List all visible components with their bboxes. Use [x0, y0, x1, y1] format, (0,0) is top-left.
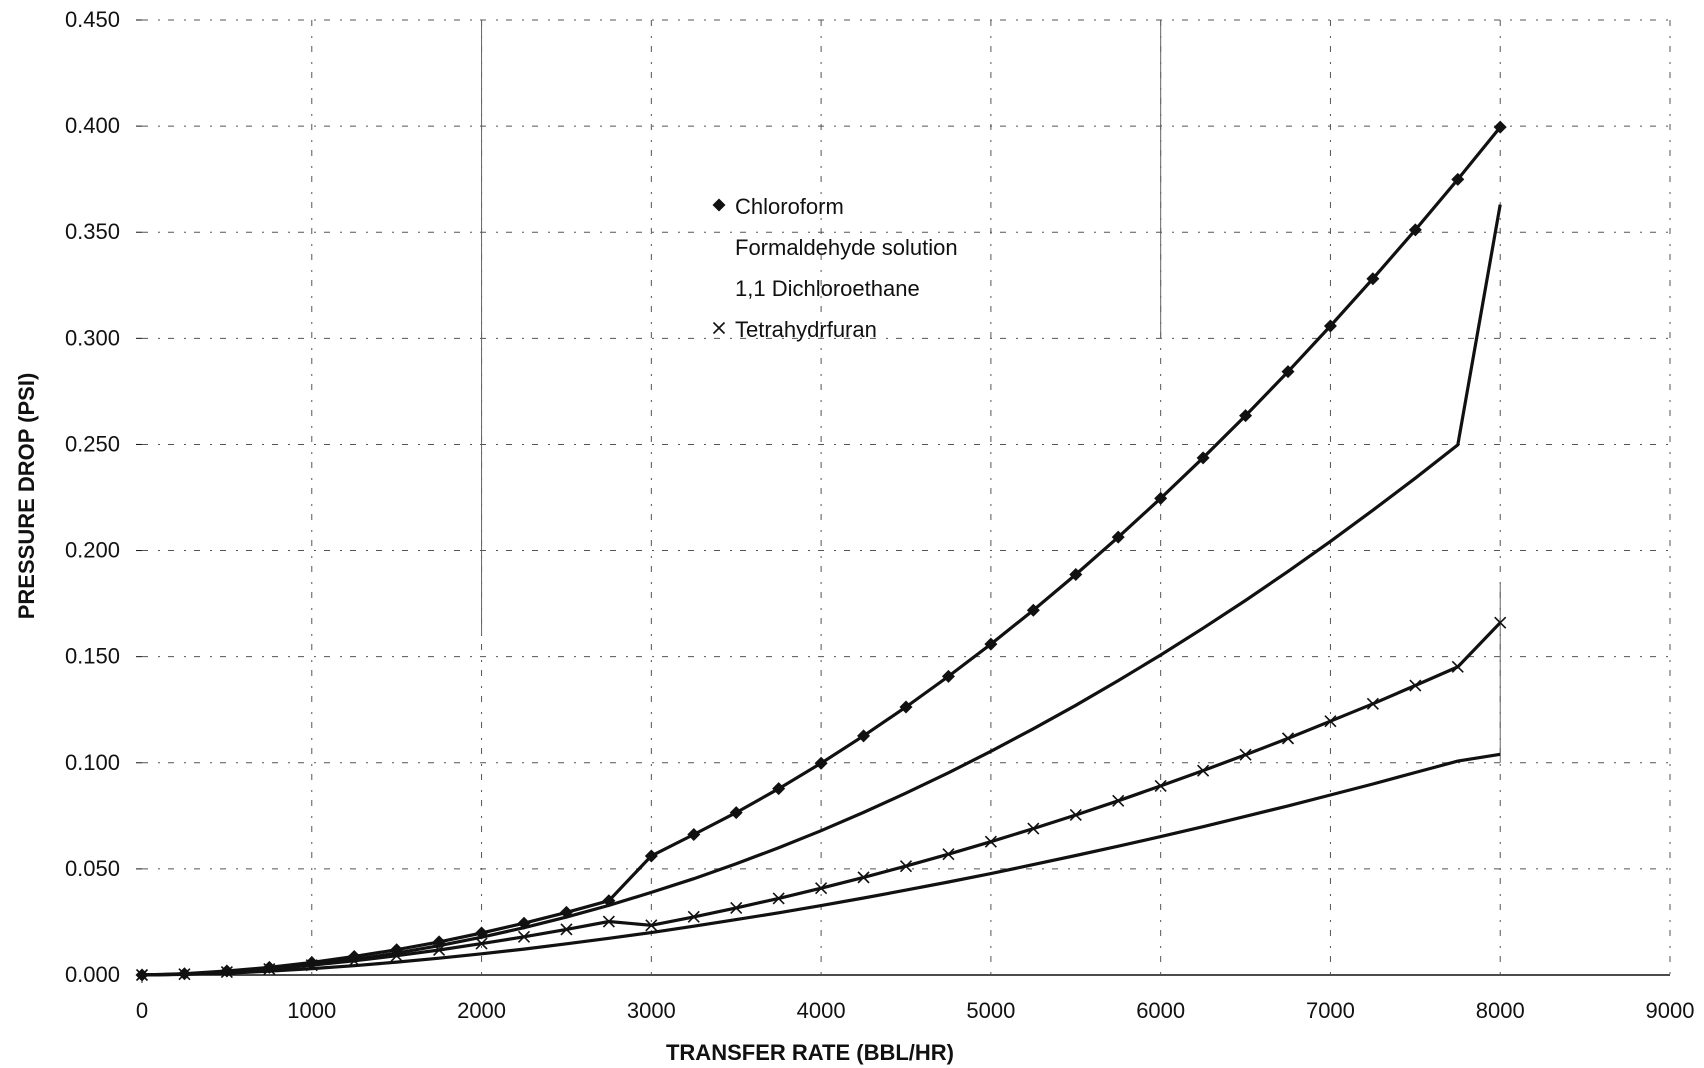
data-point	[1451, 172, 1465, 186]
series-layer	[135, 120, 1507, 982]
data-point	[1111, 530, 1125, 544]
series-tetrahydrfuran	[135, 616, 1507, 982]
x-tick-label: 7000	[1306, 998, 1355, 1023]
data-point	[517, 930, 531, 943]
data-point	[433, 943, 446, 957]
data-point	[1324, 715, 1337, 728]
data-point	[1069, 808, 1082, 822]
y-tick-label: 0.150	[65, 644, 120, 669]
data-point	[857, 871, 870, 884]
y-tick-label: 0.100	[65, 750, 120, 775]
data-point	[687, 910, 700, 923]
legend: Chloroform Formaldehyde solution 1,1 Dichl…	[712, 194, 958, 342]
data-point	[1197, 764, 1210, 777]
legend-item: Tetrahydrfuran	[712, 317, 877, 342]
legend-label: Tetrahydrfuran	[735, 317, 877, 342]
y-tick-label: 0.400	[65, 113, 120, 138]
data-point	[712, 198, 726, 212]
data-point	[984, 637, 998, 651]
x-tick-label: 6000	[1136, 998, 1185, 1023]
legend-item: 1,1 Dichloroethane	[735, 276, 920, 301]
y-axis-title: PRESSURE DROP (PSI)	[14, 373, 39, 620]
series-1-1-dichloroethane	[141, 752, 1501, 977]
data-point	[1196, 451, 1210, 465]
data-point	[135, 968, 149, 982]
data-point	[1281, 365, 1295, 379]
data-point	[899, 700, 913, 714]
data-point	[1366, 697, 1379, 710]
legend-item: Chloroform	[712, 194, 844, 219]
data-point	[1451, 660, 1464, 673]
data-point	[712, 321, 726, 335]
data-point	[560, 923, 573, 936]
data-point	[984, 835, 997, 848]
y-tick-label: 0.300	[65, 325, 120, 350]
data-point	[1408, 223, 1422, 237]
data-point	[1154, 779, 1167, 792]
data-point	[857, 729, 871, 743]
data-point	[220, 965, 233, 979]
data-point	[1493, 120, 1507, 134]
series-line-1-1-dichloroethane	[141, 752, 1501, 977]
data-point	[390, 949, 403, 962]
x-tick-label: 3000	[627, 998, 676, 1023]
data-point	[1494, 616, 1507, 629]
data-point	[814, 756, 828, 770]
data-point	[1323, 319, 1337, 333]
data-point	[899, 860, 913, 873]
x-tick-label: 1000	[287, 998, 336, 1023]
data-point	[772, 892, 785, 905]
data-point	[729, 806, 743, 820]
data-point	[178, 968, 191, 981]
data-point	[602, 915, 615, 928]
y-tick-label: 0.350	[65, 219, 120, 244]
data-point	[1409, 679, 1422, 692]
data-point	[475, 937, 488, 950]
x-tick-label: 2000	[457, 998, 506, 1023]
series-formaldehyde-solution	[141, 204, 1502, 977]
legend-label: 1,1 Dichloroethane	[735, 276, 920, 301]
x-tick-label: 8000	[1476, 998, 1525, 1023]
x-tick-label: 9000	[1646, 998, 1695, 1023]
y-tick-label: 0.050	[65, 856, 120, 881]
y-tick-label: 0.450	[65, 7, 120, 32]
y-tick-label: 0.200	[65, 538, 120, 563]
axes: 0.000 0.050 0.100 0.150 0.200 0.250 0.300 0.350…	[65, 7, 1695, 1023]
data-point	[305, 959, 318, 972]
x-tick-label: 0	[136, 998, 148, 1023]
data-point	[348, 954, 361, 967]
data-point	[644, 849, 658, 863]
grid	[142, 19, 1671, 975]
data-point	[1281, 732, 1295, 745]
data-point	[687, 828, 701, 842]
data-point	[1154, 491, 1168, 505]
data-point	[941, 669, 955, 683]
series-line-formaldehyde-solution	[141, 204, 1502, 977]
data-point	[1366, 272, 1380, 286]
data-point	[645, 919, 658, 932]
data-point	[772, 782, 786, 796]
legend-item: Formaldehyde solution	[735, 235, 958, 260]
x-tick-label: 5000	[966, 998, 1015, 1023]
data-point	[1069, 568, 1083, 582]
y-tick-label: 0.000	[65, 962, 120, 987]
x-tick-label: 4000	[797, 998, 846, 1023]
data-point	[263, 962, 276, 976]
data-point	[1239, 748, 1252, 761]
x-axis-title: TRANSFER RATE (BBL/HR)	[666, 1040, 954, 1065]
legend-label: Formaldehyde solution	[735, 235, 958, 260]
y-tick-label: 0.250	[65, 431, 120, 456]
data-point	[1026, 603, 1040, 617]
data-point	[815, 882, 828, 895]
data-point	[1112, 794, 1125, 807]
legend-label: Chloroform	[735, 194, 844, 219]
data-point	[1239, 409, 1253, 423]
data-point	[1027, 822, 1040, 835]
data-point	[942, 848, 955, 861]
data-point	[730, 901, 743, 915]
